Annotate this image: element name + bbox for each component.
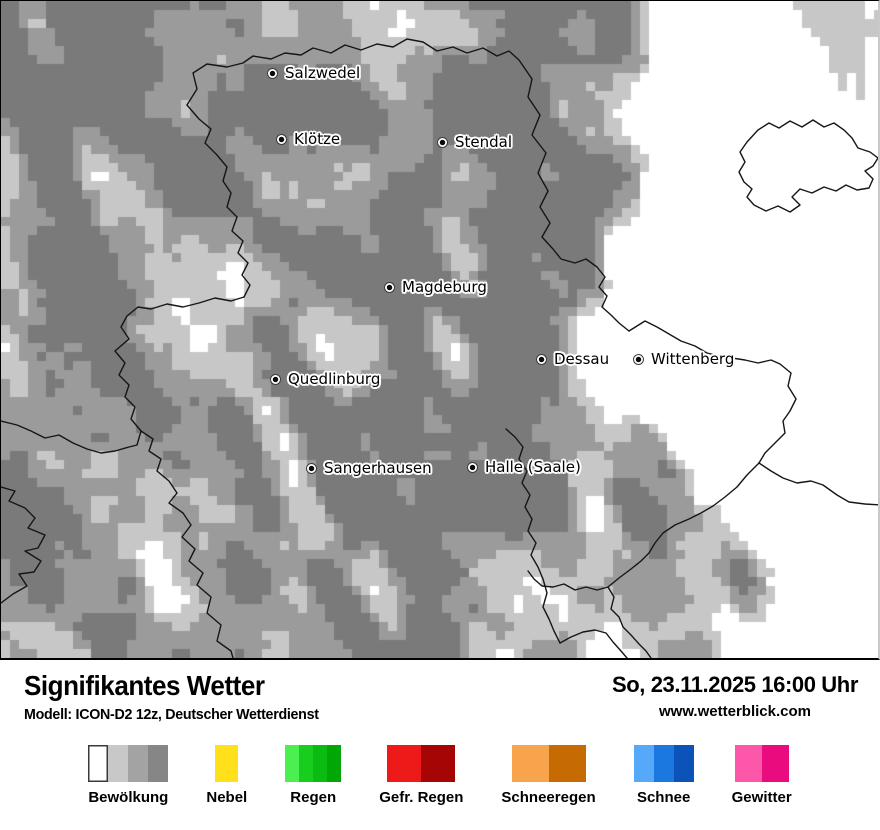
legend-color-swatch (313, 745, 328, 782)
legend-color-swatch (285, 745, 300, 782)
model-info: Modell: ICON-D2 12z, Deutscher Wetterdie… (24, 706, 319, 723)
city-marker-dot (269, 373, 281, 385)
website-url: www.wetterblick.com (658, 703, 811, 720)
legend-color-swatch (734, 745, 762, 782)
legend-color-swatch (387, 745, 422, 782)
legend-label: Gewitter (731, 789, 792, 806)
footer-left: Signifikantes Wetter Modell: ICON-D2 12z… (24, 670, 334, 723)
legend-swatch-row (285, 745, 342, 782)
legend-color-swatch (548, 745, 586, 782)
footer-right: So, 23.11.2025 16:00 Uhr www.wetterblick… (612, 670, 858, 720)
city-marker-dot (305, 462, 317, 474)
city-marker-dot (436, 136, 448, 148)
legend-item: Regen (285, 745, 342, 806)
city-marker-dot (383, 281, 395, 293)
legend-color-swatch (128, 745, 149, 782)
footer: Signifikantes Wetter Modell: ICON-D2 12z… (0, 662, 880, 830)
city-label: Quedlinburg (288, 370, 381, 388)
legend-item: Gewitter (732, 745, 792, 806)
legend-color-swatch (653, 745, 674, 782)
city-label: Klötze (294, 130, 341, 148)
legend-item: Schneeregen (501, 745, 596, 806)
legend-swatch-row (215, 745, 239, 782)
city-label: Halle (Saale) (485, 458, 581, 476)
legend-color-swatch (148, 745, 169, 782)
legend-color-swatch (108, 745, 129, 782)
city-label: Salzwedel (285, 64, 361, 82)
legend-label: Bewölkung (88, 789, 169, 806)
legend-swatch-row (511, 745, 586, 782)
city-marker-dot (266, 67, 278, 79)
city-label: Magdeburg (402, 278, 487, 296)
city-marker-dot (275, 133, 287, 145)
legend-item: Schnee (633, 745, 694, 806)
legend-color-swatch (421, 745, 456, 782)
page-title: Signifikantes Wetter (24, 670, 265, 701)
weather-map: Salzwedel Klötze Stendal Magdeburg Dessau Wit… (0, 0, 880, 660)
legend-swatch-row (734, 745, 789, 782)
legend-color-swatch (511, 745, 549, 782)
legend-label: Schnee (636, 789, 691, 806)
legend-color-swatch (299, 745, 314, 782)
legend-item: Bewölkung (88, 745, 168, 806)
legend-label: Nebel (206, 789, 248, 806)
legend-item: Gefr. Regen (379, 745, 463, 806)
legend-swatch-row (88, 745, 169, 782)
legend-swatch-row (633, 745, 694, 782)
legend-label: Schneeregen (501, 789, 596, 806)
city-label: Dessau (554, 350, 610, 368)
legend-color-swatch (88, 745, 109, 782)
city-label: Wittenberg (651, 350, 735, 368)
city-marker-dot (466, 461, 478, 473)
cloud-cover-layer (1, 1, 878, 658)
legend-label: Regen (290, 789, 337, 806)
weather-legend: Bewölkung Nebel Regen Gefr. Regen Schneerege… (0, 745, 880, 806)
city-label: Sangerhausen (324, 459, 432, 477)
city-label: Stendal (455, 133, 513, 151)
city-marker-dot (535, 353, 547, 365)
legend-item: Nebel (206, 745, 247, 806)
legend-color-swatch (761, 745, 789, 782)
forecast-datetime: So, 23.11.2025 16:00 Uhr (611, 672, 858, 697)
legend-color-swatch (673, 745, 694, 782)
legend-color-swatch (633, 745, 654, 782)
city-marker-dot (632, 353, 644, 365)
footer-header-row: Signifikantes Wetter Modell: ICON-D2 12z… (0, 662, 880, 723)
legend-label: Gefr. Regen (379, 789, 464, 806)
legend-swatch-row (387, 745, 456, 782)
legend-color-swatch (327, 745, 342, 782)
legend-color-swatch (215, 745, 239, 782)
